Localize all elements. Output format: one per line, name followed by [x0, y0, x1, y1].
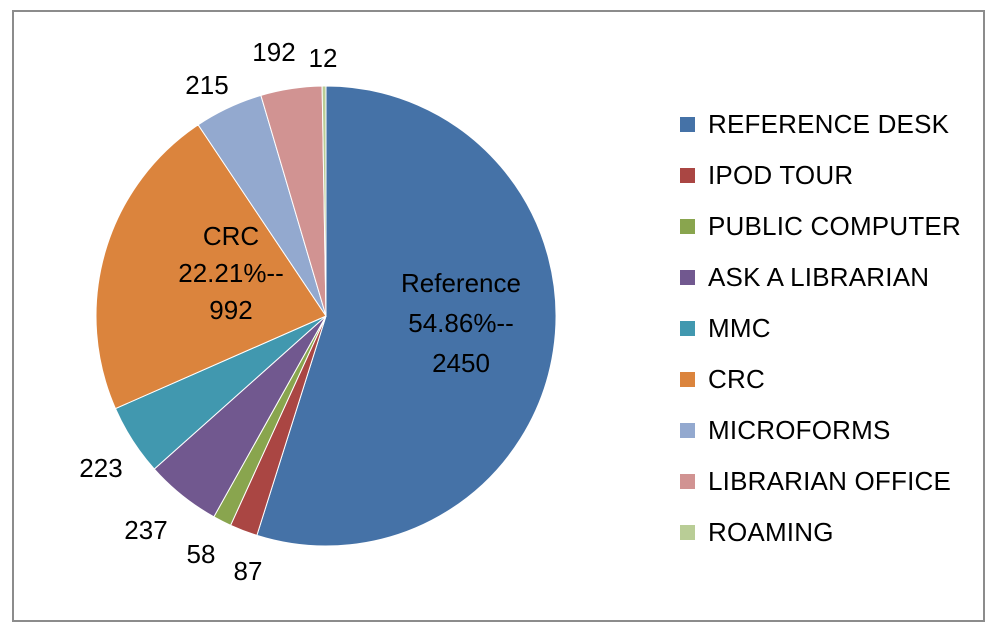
legend-swatch	[680, 117, 695, 132]
legend-swatch	[680, 321, 695, 336]
legend-swatch	[680, 525, 695, 540]
legend-label: MICROFORMS	[708, 415, 891, 445]
legend-label: CRC	[708, 364, 765, 394]
data-label-crc: CRC 22.21%--992	[178, 221, 284, 325]
data-label-public-computer: 58	[187, 539, 216, 569]
legend: REFERENCE DESK IPOD TOUR PUBLIC COMPUTER AS…	[680, 99, 961, 558]
legend-item: MMC	[680, 303, 961, 354]
legend-swatch	[680, 270, 695, 285]
data-label-librarian-office: 192	[252, 37, 295, 67]
pie-slice-roaming	[321, 85, 327, 317]
legend-swatch	[680, 168, 695, 183]
legend-swatch	[680, 372, 695, 387]
legend-item: REFERENCE DESK	[680, 99, 961, 150]
legend-label: LIBRARIAN OFFICE	[708, 466, 952, 496]
legend-item: MICROFORMS	[680, 405, 961, 456]
legend-label: IPOD TOUR	[708, 160, 854, 190]
legend-swatch	[680, 423, 695, 438]
legend-item: LIBRARIAN OFFICE	[680, 456, 961, 507]
legend-label: ASK A LIBRARIAN	[708, 262, 930, 292]
legend-label: ROAMING	[708, 517, 834, 547]
pie-slice-crc	[95, 124, 327, 410]
legend-item: CRC	[680, 354, 961, 405]
legend-swatch	[680, 219, 695, 234]
pie-slice-reference-desk	[256, 85, 557, 547]
legend-item: IPOD TOUR	[680, 150, 961, 201]
legend-swatch	[680, 474, 695, 489]
legend-label: PUBLIC COMPUTER	[708, 211, 961, 241]
legend-label: MMC	[708, 313, 771, 343]
data-label-roaming: 12	[309, 43, 338, 73]
legend-item: ASK A LIBRARIAN	[680, 252, 961, 303]
data-label-ask-a-librarian: 237	[124, 515, 167, 545]
data-label-ipod-tour: 87	[234, 556, 263, 586]
data-label-reference-desk: Reference 54.86%--2450	[401, 268, 521, 378]
legend-item: PUBLIC COMPUTER	[680, 201, 961, 252]
data-label-mmc: 223	[79, 453, 122, 483]
legend-label: REFERENCE DESK	[708, 109, 950, 139]
legend-item: ROAMING	[680, 507, 961, 558]
data-label-microforms: 215	[185, 70, 228, 100]
